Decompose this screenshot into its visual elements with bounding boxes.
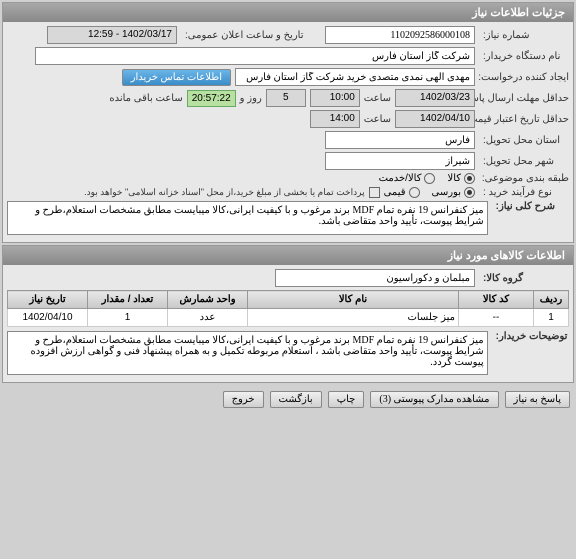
goods-panel: اطلاعات کالاهای مورد نیاز گروه کالا: ردی… [2, 245, 574, 383]
col-date: تاریخ نیاز [8, 291, 88, 309]
subject-text: میز کنفرانس 19 نفره تمام MDF برند مرغوب … [7, 201, 488, 235]
days-value: 5 [266, 89, 306, 107]
days-label: روز و [240, 93, 262, 104]
subject-label: شرح کلی نیاز: [492, 201, 569, 212]
requester-field [235, 68, 475, 86]
group-field [275, 269, 475, 287]
city-label: شهر محل تحویل: [479, 156, 569, 167]
panel1-body: شماره نیاز: تاریخ و ساعت اعلان عمومی: 14… [3, 22, 573, 242]
cat-service-label: کالا/خدمت [379, 173, 422, 184]
validity-label: حداقل تاریخ اعتبار قیمت: تا تاریخ: [479, 114, 569, 125]
validity-time: 14:00 [310, 110, 360, 128]
category-label: طبقه بندی موضوعی: [479, 173, 569, 184]
desc-label: توضیحات خریدار: [492, 331, 569, 342]
cat-goods-label: کالا [447, 173, 461, 184]
cell-qty: 1 [88, 309, 168, 327]
col-name: نام کالا [248, 291, 459, 309]
bottom-bar: پاسخ به نیاز مشاهده مدارک پیوستی (3) چاپ… [0, 385, 576, 414]
cat-service-option[interactable]: کالا/خدمت [379, 173, 436, 184]
province-field [325, 131, 475, 149]
radio-icon [464, 187, 475, 198]
group-label: گروه کالا: [479, 273, 569, 284]
payment-checkbox[interactable] [369, 187, 380, 198]
deadline-date: 1402/03/23 [395, 89, 475, 107]
cell-code: -- [459, 309, 534, 327]
back-button[interactable]: بازگشت [270, 391, 322, 408]
org-label: نام دستگاه خریدار: [479, 51, 569, 62]
validity-date: 1402/04/10 [395, 110, 475, 128]
exit-button[interactable]: خروج [223, 391, 264, 408]
announce-value: 1402/03/17 - 12:59 [47, 26, 177, 44]
contact-buyer-button[interactable]: اطلاعات تماس خریدار [122, 69, 231, 86]
desc-text: میز کنفرانس 19 نفره تمام MDF برند مرغوب … [7, 331, 488, 375]
contract-tender-option[interactable]: قیمی [384, 187, 420, 198]
remaining-time: 20:57:22 [187, 90, 236, 107]
payment-note: پرداخت تمام یا بخشی از مبلغ خرید،از محل … [84, 187, 364, 198]
requester-label: ایجاد کننده درخواست: [479, 72, 569, 83]
announce-label: تاریخ و ساعت اعلان عمومی: [181, 30, 321, 41]
deadline-time: 10:00 [310, 89, 360, 107]
cat-goods-option[interactable]: کالا [447, 173, 475, 184]
col-row: ردیف [534, 291, 569, 309]
category-radio-group: کالا کالا/خدمت [379, 173, 475, 184]
panel2-header: اطلاعات کالاهای مورد نیاز [3, 246, 573, 265]
time-label-1: ساعت [364, 93, 391, 104]
deadline-label: حداقل مهلت ارسال پاسخ: تا تاریخ: [479, 93, 569, 104]
attachments-button[interactable]: مشاهده مدارک پیوستی (3) [370, 391, 498, 408]
col-code: کد کالا [459, 291, 534, 309]
radio-icon [409, 187, 420, 198]
time-label-2: ساعت [364, 114, 391, 125]
cell-name: میز جلسات [248, 309, 459, 327]
col-qty: تعداد / مقدار [88, 291, 168, 309]
need-no-field [325, 26, 475, 44]
org-field [35, 47, 475, 65]
radio-icon [464, 173, 475, 184]
reply-button[interactable]: پاسخ به نیاز [505, 391, 571, 408]
panel1-header: جزئیات اطلاعات نیاز [3, 3, 573, 22]
table-row[interactable]: 1 -- میز جلسات عدد 1 1402/04/10 [8, 309, 569, 327]
contract-label: نوع فرآیند خرید : [479, 187, 569, 198]
radio-icon [424, 173, 435, 184]
contract-tender-label: قیمی [384, 187, 406, 198]
cell-unit: عدد [168, 309, 248, 327]
contract-free-option[interactable]: بورسی [432, 187, 476, 198]
col-unit: واحد شمارش [168, 291, 248, 309]
print-button[interactable]: چاپ [328, 391, 365, 408]
contract-free-label: بورسی [432, 187, 462, 198]
cell-n: 1 [534, 309, 569, 327]
need-details-panel: جزئیات اطلاعات نیاز شماره نیاز: تاریخ و … [2, 2, 574, 243]
need-no-label: شماره نیاز: [479, 30, 569, 41]
contract-radio-group: بورسی قیمی [384, 187, 475, 198]
province-label: استان محل تحویل: [479, 135, 569, 146]
remaining-label: ساعت باقی مانده [109, 93, 182, 104]
city-field [325, 152, 475, 170]
goods-table: ردیف کد کالا نام کالا واحد شمارش تعداد /… [7, 290, 569, 327]
panel2-body: گروه کالا: ردیف کد کالا نام کالا واحد شم… [3, 265, 573, 382]
cell-date: 1402/04/10 [8, 309, 88, 327]
